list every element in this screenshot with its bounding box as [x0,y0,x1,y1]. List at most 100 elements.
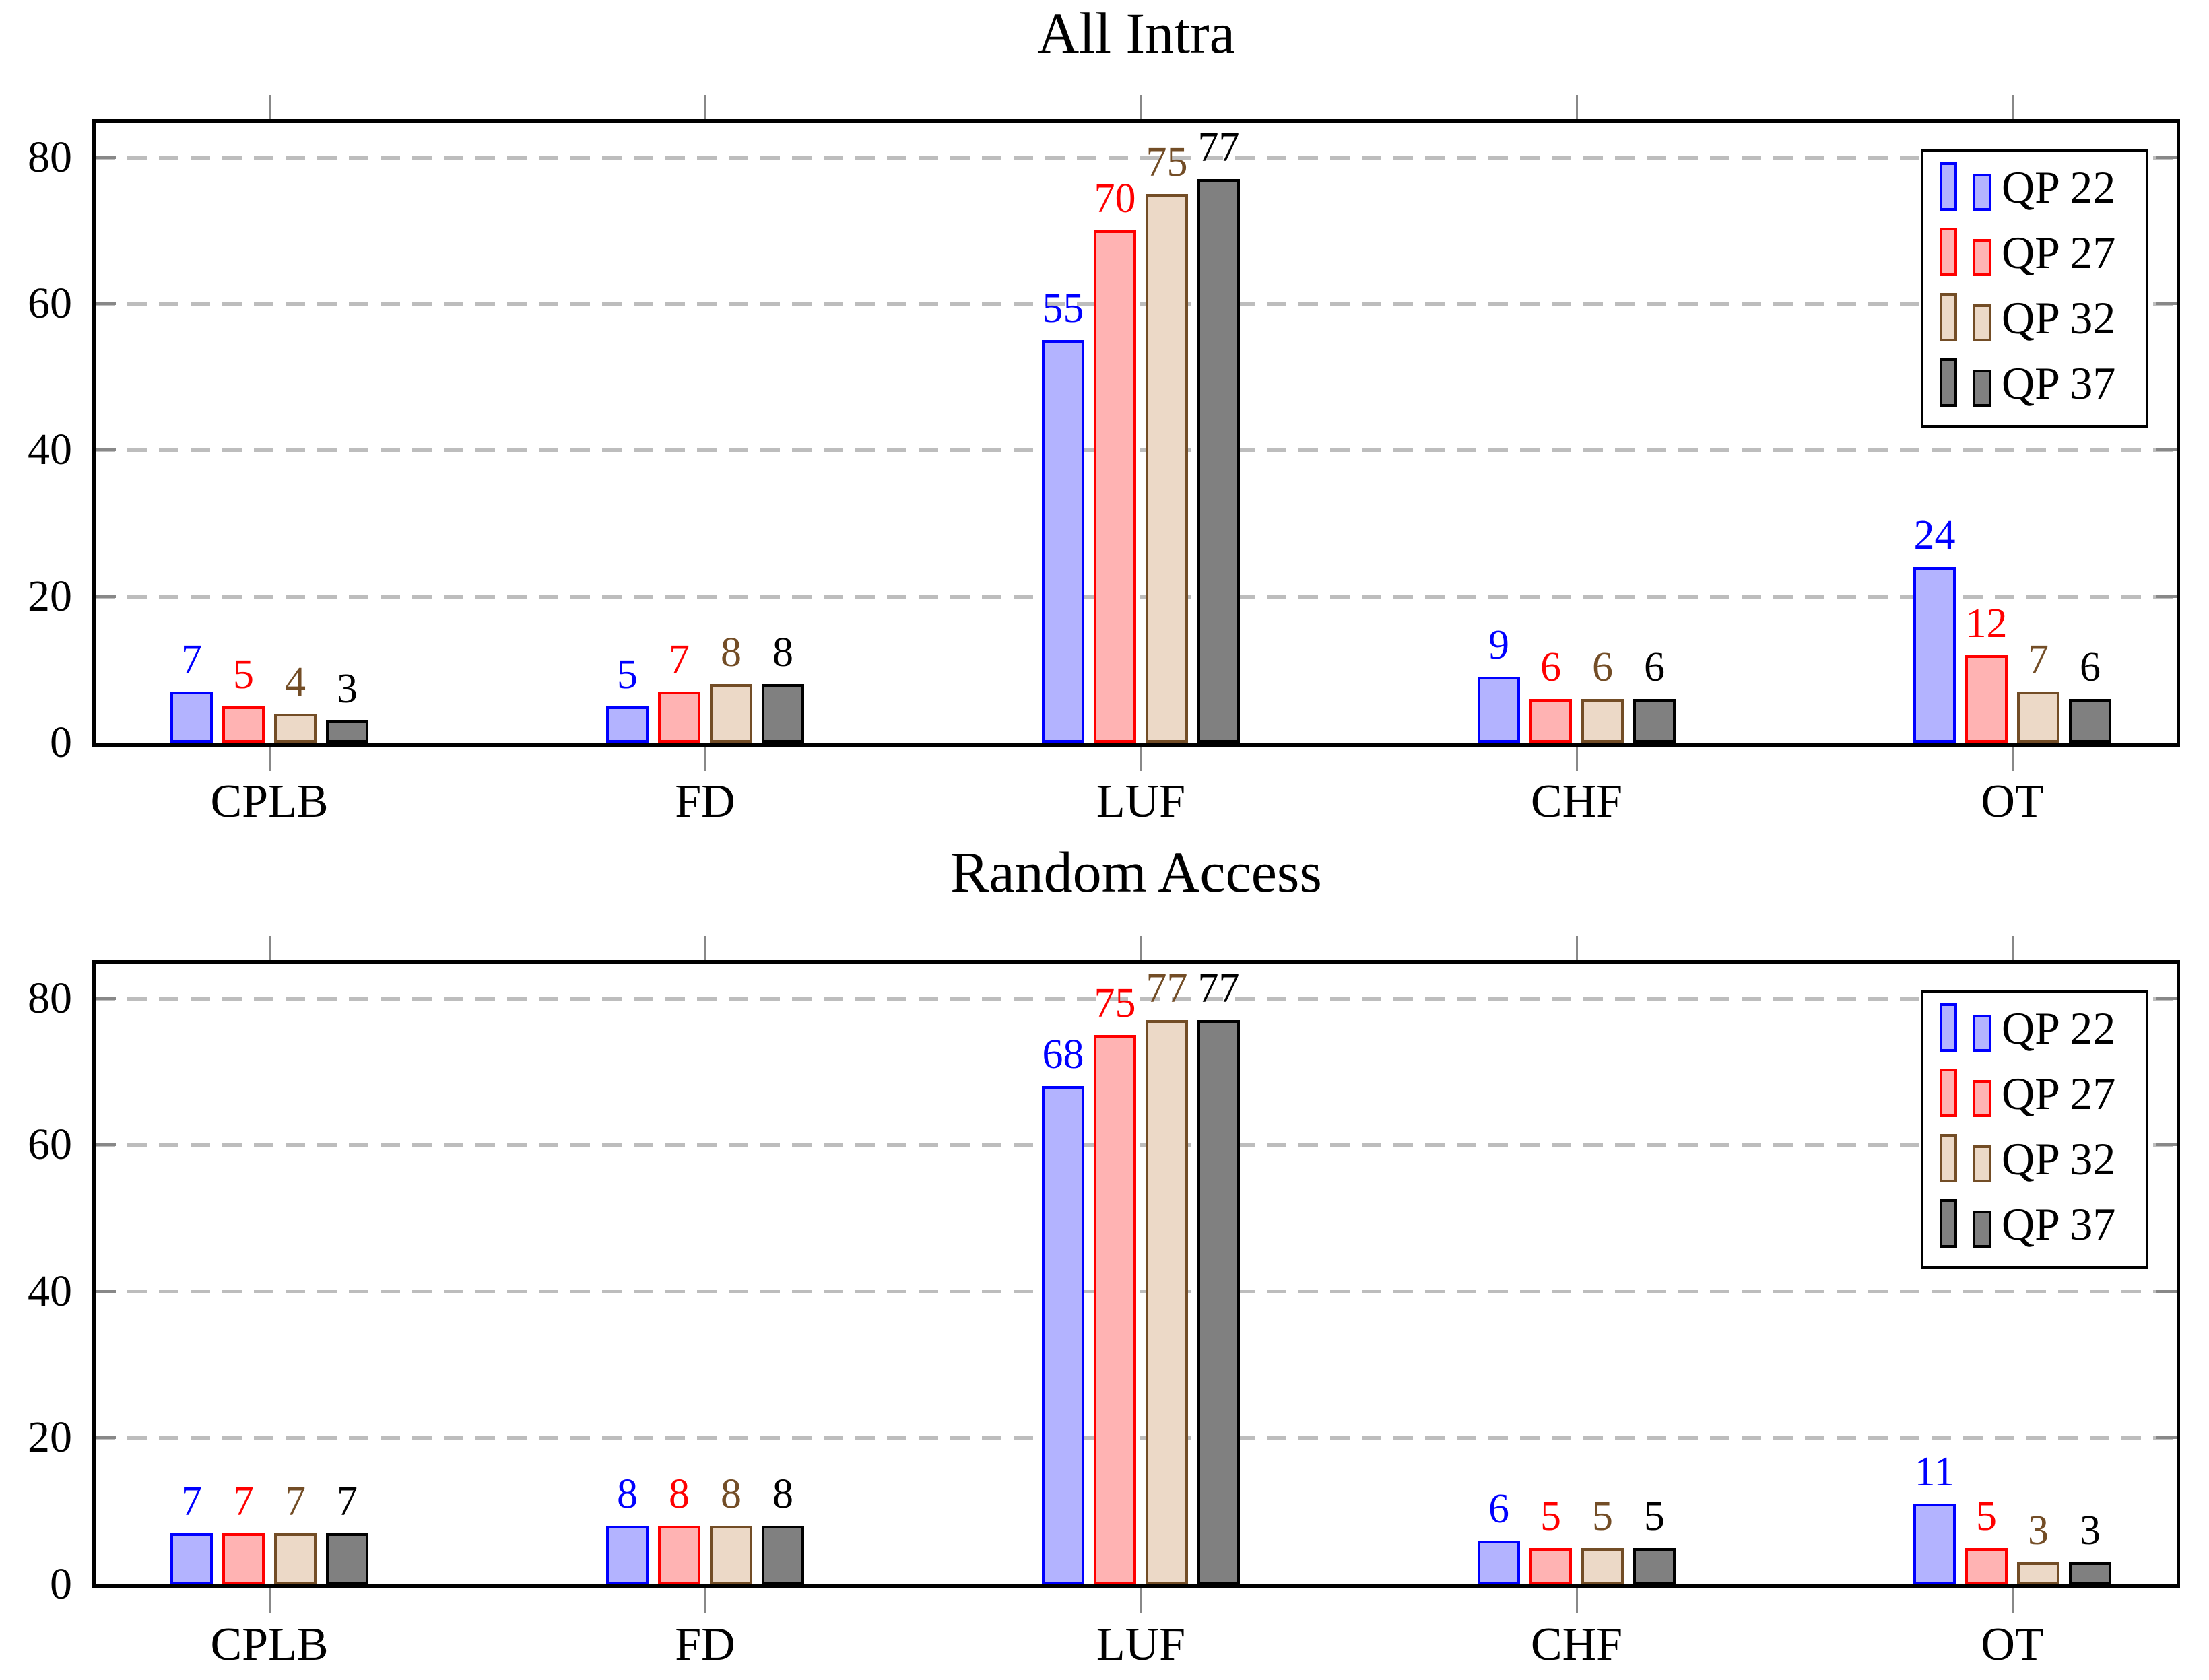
bar-random-access-luf-qp-27 [1094,1035,1136,1584]
bar-random-access-fd-qp-32 [710,1525,752,1584]
bar-all-intra-cplb-qp-27 [222,706,265,743]
bar-all-intra-ot-qp-32 [2017,691,2059,743]
y-tick-mark-right-40 [2156,1289,2177,1293]
bar-all-intra-chf-qp-37 [1633,698,1676,743]
bar-all-intra-fd-qp-22 [606,706,649,743]
y-tick-mark-left-40 [96,448,116,452]
bar-all-intra-ot-qp-22 [1913,567,1956,743]
value-label-random-access-luf-qp-37: 77 [1197,966,1240,1012]
bar-random-access-ot-qp-32 [2017,1562,2059,1584]
category-label-random-access-chf: CHF [1530,1619,1623,1671]
value-label-random-access-ot-qp-27: 5 [1976,1493,1997,1539]
value-label-random-access-chf-qp-22: 6 [1488,1485,1509,1532]
x-tick-mark-bottom-luf [1140,747,1142,771]
legend-item-label-qp-32: QP 32 [2002,1133,2116,1184]
bar-random-access-ot-qp-27 [1965,1547,2008,1584]
legend-bar-icon [1940,293,1957,341]
y-tick-mark-left-60 [96,302,116,305]
value-label-random-access-fd-qp-22: 8 [617,1471,638,1517]
x-tick-mark-top-fd [704,95,706,119]
bar-all-intra-cplb-qp-22 [170,691,213,743]
category-label-all-intra-fd: FD [675,776,735,828]
value-label-random-access-fd-qp-37: 8 [772,1471,793,1517]
x-tick-mark-top-fd [704,936,706,960]
value-label-all-intra-ot-qp-22: 24 [1913,512,1956,559]
bar-all-intra-fd-qp-37 [762,684,804,743]
legend-bar-icon [1973,1080,1991,1117]
legend-bar-icon [1973,1015,1991,1052]
y-tick-mark-left-20 [96,595,116,598]
bar-random-access-fd-qp-22 [606,1525,649,1584]
gridline-y60 [96,1143,2177,1147]
x-tick-mark-bottom-chf [1576,747,1578,771]
legend-item-label-qp-22: QP 22 [2002,1003,2116,1054]
gridline-y40 [96,1289,2177,1293]
legend-bar-icon [1940,1199,1957,1248]
y-tick-label-80: 80 [28,973,72,1023]
bar-random-access-cplb-qp-22 [170,1533,213,1584]
bar-random-access-fd-qp-27 [658,1525,700,1584]
value-label-random-access-ot-qp-22: 11 [1914,1449,1955,1496]
bar-random-access-fd-qp-37 [762,1525,804,1584]
bar-random-access-ot-qp-22 [1913,1504,1956,1584]
y-tick-mark-right-40 [2156,448,2177,452]
y-tick-mark-left-80 [96,156,116,159]
bar-random-access-cplb-qp-32 [274,1533,317,1584]
bar-all-intra-luf-qp-32 [1146,193,1188,743]
y-tick-label-60: 60 [28,278,72,328]
value-label-all-intra-luf-qp-22: 55 [1042,285,1084,332]
value-label-all-intra-chf-qp-37: 6 [1644,644,1665,690]
x-tick-mark-top-cplb [269,95,271,119]
y-tick-mark-left-20 [96,1436,116,1440]
value-label-random-access-ot-qp-37: 3 [2080,1508,2101,1554]
value-label-all-intra-chf-qp-22: 9 [1488,622,1509,669]
legend-bar-icon [1940,1069,1957,1117]
value-label-random-access-chf-qp-37: 5 [1644,1493,1665,1539]
legend-bar-icon [1973,370,1991,407]
bar-all-intra-ot-qp-37 [2069,698,2111,743]
legend-bar-icon [1940,1134,1957,1182]
legend-bar-icon [1973,174,1991,211]
y-tick-mark-left-40 [96,1289,116,1293]
bar-all-intra-luf-qp-27 [1094,230,1136,743]
y-tick-mark-left-60 [96,1143,116,1147]
legend-item-label-qp-37: QP 37 [2002,1199,2116,1250]
legend-bar-icon [1940,1003,1957,1052]
legend-item-label-qp-27: QP 27 [2002,1068,2116,1119]
plot-area-all-intra: 7 5 55 9 24 5 7 70 6 12 4 8 75 6 7 3 8 77 6 6 QP 22 QP 27 QP 3… [92,95,2180,771]
plot-area-random-access: 7 8 68 6 11 7 8 75 5 5 7 8 77 5 3 7 8 77 5 3 QP 22 QP 27 QP 32… [92,936,2180,1613]
legend-bar-icon [1940,162,1957,211]
bar-random-access-chf-qp-32 [1581,1547,1624,1584]
value-label-random-access-chf-qp-32: 5 [1592,1493,1613,1539]
x-axis-line [92,743,2180,747]
bar-random-access-chf-qp-22 [1478,1540,1520,1584]
bar-all-intra-fd-qp-27 [658,691,700,743]
gridline-y80 [96,997,2177,1001]
gridline-y40 [96,448,2177,452]
y-tick-label-20: 20 [28,1413,72,1463]
value-label-random-access-fd-qp-27: 8 [669,1471,690,1517]
bar-random-access-luf-qp-32 [1146,1020,1188,1584]
value-label-random-access-luf-qp-27: 75 [1094,980,1136,1027]
value-label-all-intra-fd-qp-37: 8 [772,630,793,676]
x-tick-mark-bottom-cplb [269,1588,271,1613]
bar-random-access-ot-qp-37 [2069,1562,2111,1584]
y-tick-mark-right-20 [2156,595,2177,598]
legend-bar-icon [1973,1145,1991,1182]
value-label-all-intra-cplb-qp-22: 7 [181,636,202,683]
category-label-all-intra-ot: OT [1981,776,2044,828]
gridline-y20 [96,595,2177,599]
value-label-all-intra-chf-qp-32: 6 [1592,644,1613,690]
value-label-random-access-cplb-qp-27: 7 [233,1478,254,1524]
legend-bar-icon [1973,239,1991,276]
y-tick-label-40: 40 [28,1266,72,1316]
x-axis-line [92,1584,2180,1588]
value-label-all-intra-ot-qp-32: 7 [2028,636,2049,683]
category-label-random-access-fd: FD [675,1619,735,1671]
category-label-random-access-cplb: CPLB [210,1619,329,1671]
value-label-random-access-ot-qp-32: 3 [2028,1508,2049,1554]
value-label-random-access-luf-qp-22: 68 [1042,1032,1084,1078]
bar-all-intra-luf-qp-22 [1042,340,1084,743]
gridline-y60 [96,302,2177,306]
x-tick-mark-bottom-fd [704,747,706,771]
